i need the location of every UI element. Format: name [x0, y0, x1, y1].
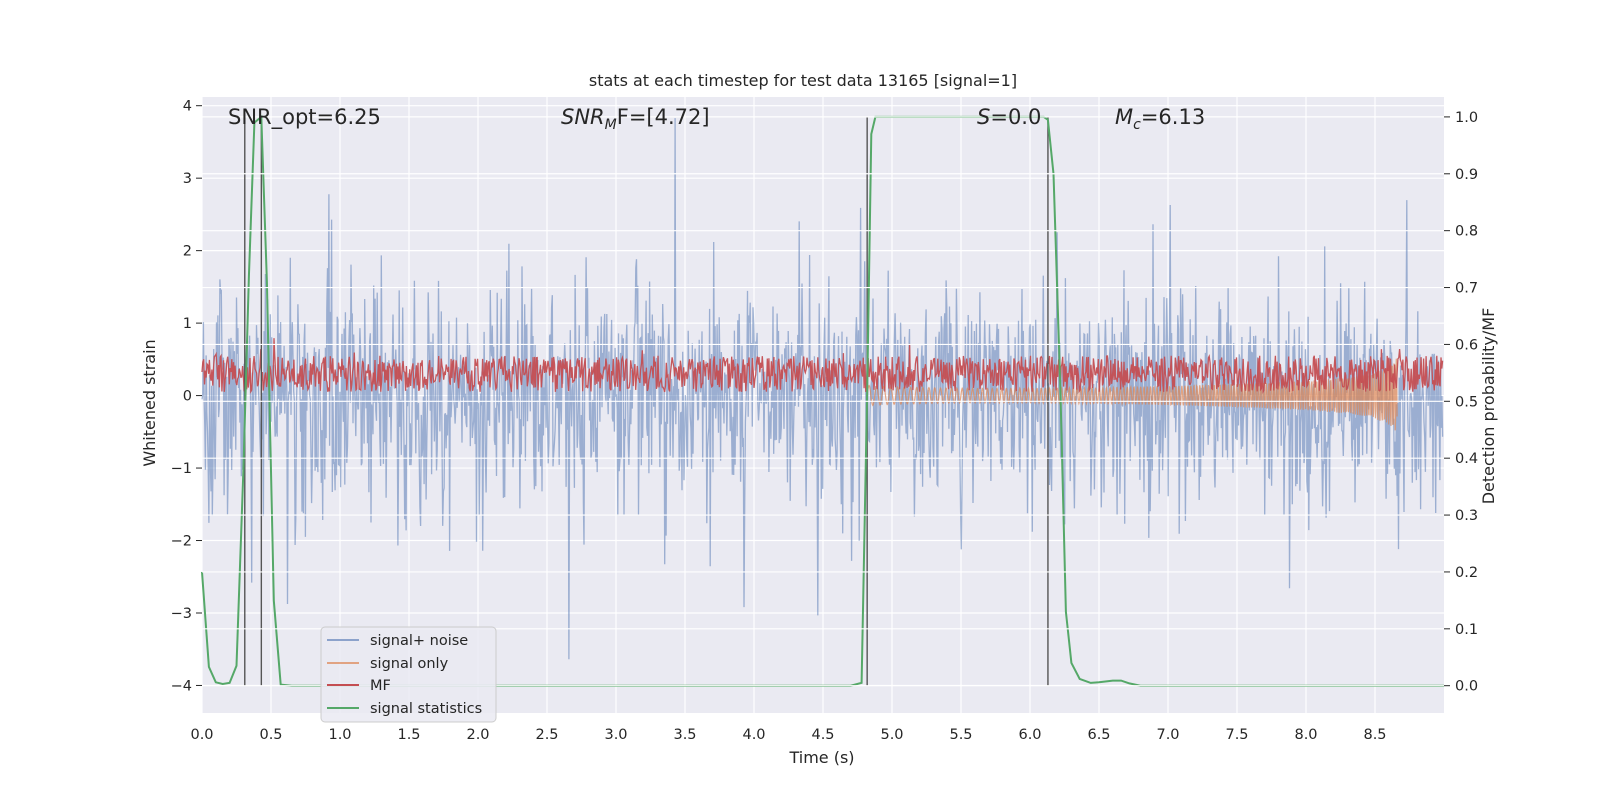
- x-tick-label: 7.0: [1156, 727, 1179, 743]
- signal-statistics-trace: [201, 114, 1444, 687]
- x-tick-label: 1.0: [328, 727, 351, 743]
- y2-tick-label: 0.8: [1455, 224, 1478, 240]
- x-axis-label: Time (s): [788, 748, 854, 767]
- s-value: =0.0: [990, 105, 1041, 129]
- legend-label-signal: signal only: [370, 656, 449, 672]
- y-tick-label: −2: [171, 534, 192, 550]
- x-tick-label: 1.5: [397, 727, 420, 743]
- legend-label-stat: signal statistics: [370, 701, 482, 717]
- y-tick-label: 2: [183, 244, 192, 260]
- s-annotation: S=0.0: [977, 105, 1041, 129]
- y2-tick-label: 0.3: [1455, 508, 1478, 524]
- y2-tick-label: 0.7: [1455, 281, 1478, 297]
- y2-tick-label: 0.5: [1455, 394, 1478, 410]
- y2-tick-label: 1.0: [1455, 110, 1478, 126]
- y-tick-label: −3: [171, 606, 192, 622]
- x-tick-label: 4.0: [742, 727, 765, 743]
- x-tick-label: 8.5: [1363, 727, 1386, 743]
- y2-axis-ticks: 1.0 0.9 0.8 0.7 0.6 0.5 0.4 0.3 0.2 0.1 0.0: [1444, 110, 1478, 695]
- y-axis-label: Whitened strain: [140, 339, 159, 466]
- mc-annotation: Mc=6.13: [1115, 105, 1205, 133]
- y2-axis-label: Detection probability/MF: [1479, 308, 1498, 505]
- snr-opt-annotation: SNR_opt=6.25: [228, 105, 381, 130]
- y-tick-label: 1: [183, 316, 192, 332]
- y2-gridlines: [202, 116, 1444, 687]
- x-tick-label: 5.0: [880, 727, 903, 743]
- mf-trace: [201, 338, 1444, 394]
- y2-tick-label: 0.1: [1455, 622, 1478, 638]
- snr-mf-name: SNR: [561, 105, 605, 129]
- y2-tick-label: 0.4: [1455, 451, 1478, 467]
- legend-label-noise: signal+ noise: [370, 633, 468, 649]
- signal-statistics-series: [201, 114, 1444, 687]
- chart-title: stats at each timestep for test data 131…: [589, 71, 1017, 90]
- x-tick-label: 0.5: [259, 727, 282, 743]
- y-tick-label: 4: [183, 99, 192, 115]
- x-tick-label: 2.0: [466, 727, 489, 743]
- x-tick-label: 3.5: [673, 727, 696, 743]
- y-axis-ticks: 4 3 2 1 0 −1 −2 −3 −4: [171, 99, 202, 694]
- mc-name: M: [1115, 105, 1133, 129]
- mc-subscript: c: [1133, 117, 1141, 133]
- x-tick-label: 4.5: [811, 727, 834, 743]
- s-name: S: [977, 105, 990, 129]
- x-tick-label: 7.5: [1225, 727, 1248, 743]
- y-tick-label: 0: [183, 389, 192, 405]
- x-tick-label: 6.0: [1018, 727, 1041, 743]
- y2-tick-label: 0.6: [1455, 337, 1478, 353]
- y2-tick-label: 0.2: [1455, 565, 1478, 581]
- y-tick-label: −4: [171, 678, 192, 694]
- x-tick-label: 8.0: [1294, 727, 1317, 743]
- signal-only-trace: [866, 358, 1398, 431]
- snr-mf-annotation: SNRMF=[4.72]: [561, 105, 710, 133]
- y-tick-label: −1: [171, 461, 192, 477]
- mc-value: =6.13: [1141, 105, 1205, 129]
- x-tick-label: 5.5: [949, 727, 972, 743]
- legend-box: [320, 626, 497, 723]
- mf-series: [201, 338, 1444, 394]
- y2-tick-label: 0.0: [1455, 679, 1478, 695]
- x-tick-label: 2.5: [535, 727, 558, 743]
- x-tick-label: 3.0: [604, 727, 627, 743]
- y2-tick-label: 0.9: [1455, 167, 1478, 183]
- x-tick-label: 6.5: [1087, 727, 1110, 743]
- legend: signal+ noise signal only MF signal stat…: [320, 626, 497, 723]
- snr-mf-subscript: M: [605, 117, 617, 133]
- y-tick-label: 3: [183, 171, 192, 187]
- x-tick-label: 0.0: [190, 727, 213, 743]
- signal-only-series: [866, 358, 1398, 431]
- x-axis-ticks: 0.0 0.5 1.0 1.5 2.0 2.5 3.0 3.5 4.0 4.5 5.0 5.5 6.0 6…: [190, 727, 1386, 743]
- legend-label-mf: MF: [370, 678, 391, 694]
- snr-mf-value: F=[4.72]: [617, 105, 710, 129]
